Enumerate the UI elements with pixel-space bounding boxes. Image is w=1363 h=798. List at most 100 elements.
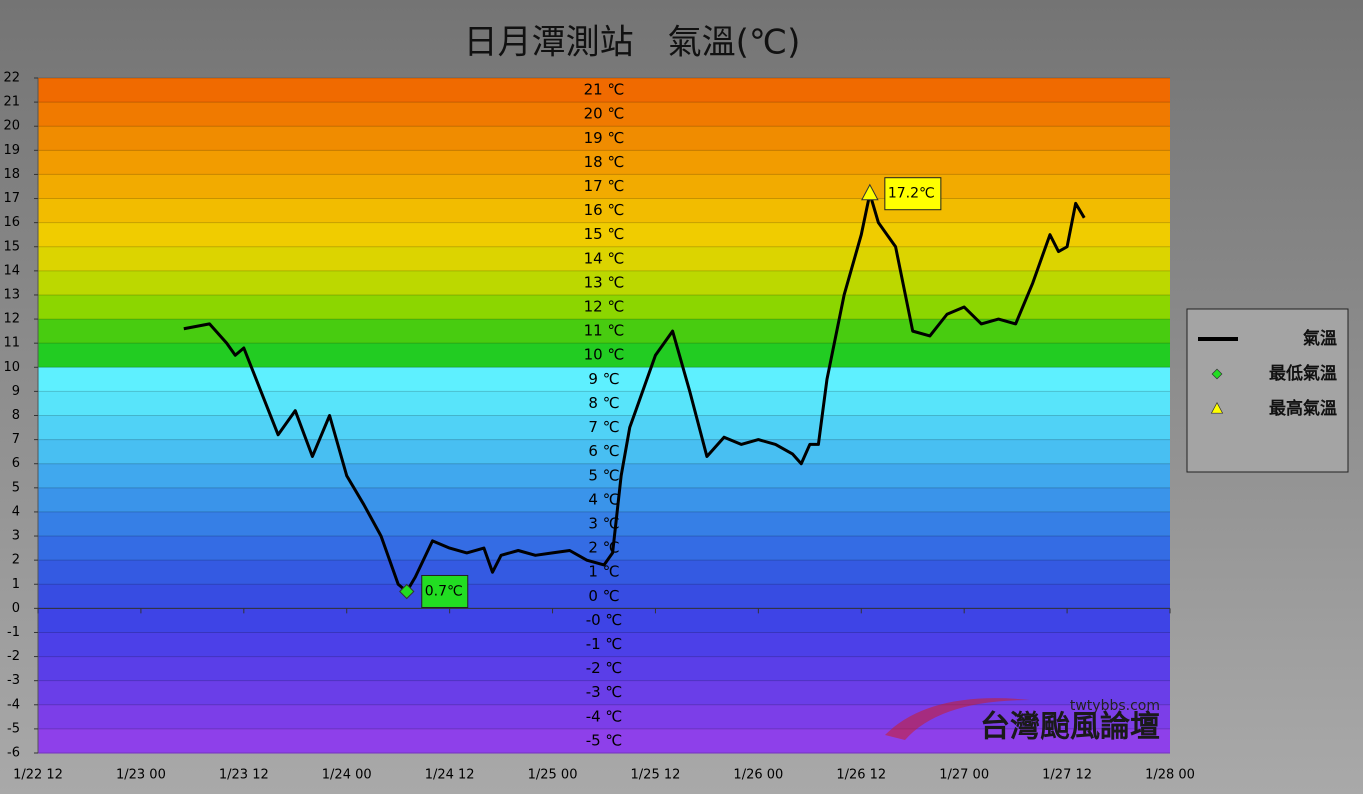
value-label: 17.2℃ bbox=[888, 186, 935, 202]
x-tick-label: 1/23 12 bbox=[219, 768, 269, 783]
chart-title: 日月潭測站 氣溫(℃) bbox=[464, 23, 801, 63]
temperature-band bbox=[38, 584, 1170, 609]
max-marker bbox=[861, 183, 879, 201]
band-label: 15 ℃ bbox=[584, 225, 625, 243]
x-tick-label: 1/22 12 bbox=[13, 768, 63, 783]
y-tick-label: 4 bbox=[12, 504, 20, 519]
temperature-band bbox=[38, 415, 1170, 441]
temperature-band bbox=[38, 270, 1170, 296]
watermark-site: twtybbs.com bbox=[1070, 698, 1160, 714]
temperature-band bbox=[38, 343, 1170, 368]
y-tick-label: 7 bbox=[12, 432, 20, 447]
watermark-name: 台灣颱風論壇 bbox=[980, 710, 1160, 745]
value-label-box bbox=[421, 574, 469, 608]
temperature-band bbox=[38, 656, 1170, 682]
temperature-band bbox=[38, 367, 1170, 392]
legend-label: 氣溫 bbox=[1303, 328, 1337, 349]
band-label: -0 ℃ bbox=[586, 611, 623, 629]
band-label: 17 ℃ bbox=[584, 177, 625, 195]
y-tick-label: 5 bbox=[12, 480, 20, 495]
band-label: 14 ℃ bbox=[584, 249, 625, 267]
temperature-band bbox=[38, 704, 1170, 730]
y-tick-label: 22 bbox=[3, 71, 20, 86]
band-label: -4 ℃ bbox=[586, 707, 623, 725]
temperature-band bbox=[38, 536, 1170, 561]
y-tick-label: 16 bbox=[3, 215, 20, 230]
band-label: 13 ℃ bbox=[584, 273, 625, 291]
y-tick-label: 15 bbox=[3, 239, 20, 254]
x-tick-label: 1/24 00 bbox=[322, 768, 372, 783]
band-label: 5 ℃ bbox=[588, 466, 619, 484]
temperature-band bbox=[38, 294, 1170, 320]
x-tick-label: 1/26 12 bbox=[836, 768, 886, 783]
y-tick-label: 13 bbox=[3, 287, 20, 302]
y-tick-label: 20 bbox=[3, 119, 20, 134]
band-label: -5 ℃ bbox=[586, 731, 623, 749]
y-tick-label: -4 bbox=[7, 697, 20, 712]
y-tick-label: 19 bbox=[3, 143, 20, 158]
band-label: 12 ℃ bbox=[584, 298, 625, 316]
band-label: 3 ℃ bbox=[588, 514, 619, 532]
legend-marker bbox=[1211, 368, 1223, 380]
temperature-band bbox=[38, 608, 1170, 633]
y-tick-label: -2 bbox=[7, 649, 20, 664]
x-tick-label: 1/26 00 bbox=[733, 768, 783, 783]
temperature-band bbox=[38, 632, 1170, 658]
temperature-band bbox=[38, 222, 1170, 248]
y-tick-label: 9 bbox=[12, 384, 20, 399]
x-tick-label: 1/27 12 bbox=[1042, 768, 1092, 783]
band-label: 0 ℃ bbox=[588, 587, 619, 605]
x-tick-label: 1/23 00 bbox=[116, 768, 166, 783]
value-label-box bbox=[884, 177, 942, 211]
y-tick-label: 18 bbox=[3, 167, 20, 182]
legend-label: 最低氣溫 bbox=[1269, 363, 1337, 384]
y-tick-label: -5 bbox=[7, 721, 20, 736]
temperature-band bbox=[38, 150, 1170, 175]
temperature-band bbox=[38, 174, 1170, 200]
band-label: 1 ℃ bbox=[588, 563, 619, 581]
temperature-line bbox=[183, 192, 1086, 593]
y-tick-label: 0 bbox=[12, 601, 20, 616]
temperature-band bbox=[38, 511, 1170, 537]
temperature-band bbox=[38, 439, 1170, 465]
temperature-band bbox=[38, 198, 1170, 224]
x-tick-label: 1/25 00 bbox=[528, 768, 578, 783]
x-tick-label: 1/28 00 bbox=[1145, 768, 1195, 783]
temperature-band bbox=[38, 78, 1170, 103]
legend-box bbox=[1186, 308, 1349, 473]
band-label: -2 ℃ bbox=[586, 659, 623, 677]
temperature-band bbox=[38, 246, 1170, 272]
band-label: 6 ℃ bbox=[588, 442, 619, 460]
y-tick-label: 2 bbox=[12, 553, 20, 568]
y-tick-label: 14 bbox=[3, 263, 20, 278]
band-label: 7 ℃ bbox=[588, 418, 619, 436]
min-marker bbox=[399, 583, 415, 600]
legend-marker bbox=[1210, 401, 1224, 414]
y-tick-label: 21 bbox=[3, 95, 20, 110]
temperature-band bbox=[38, 126, 1170, 151]
y-tick-label: 3 bbox=[12, 529, 20, 544]
band-label: 21 ℃ bbox=[584, 81, 625, 99]
value-label: 0.7℃ bbox=[425, 583, 463, 599]
y-tick-label: 10 bbox=[3, 360, 20, 375]
y-tick-label: 11 bbox=[3, 336, 20, 351]
temperature-band bbox=[38, 487, 1170, 513]
y-tick-label: 8 bbox=[12, 408, 20, 423]
band-label: 20 ℃ bbox=[584, 105, 625, 123]
y-tick-label: 1 bbox=[12, 577, 20, 592]
x-tick-label: 1/24 12 bbox=[425, 768, 475, 783]
y-tick-label: 17 bbox=[3, 191, 20, 206]
x-tick-label: 1/27 00 bbox=[939, 768, 989, 783]
temperature-band bbox=[38, 728, 1170, 754]
temperature-band bbox=[38, 463, 1170, 489]
band-label: -3 ℃ bbox=[586, 683, 623, 701]
temperature-band bbox=[38, 102, 1170, 127]
band-label: 4 ℃ bbox=[588, 490, 619, 508]
band-label: 10 ℃ bbox=[584, 346, 625, 364]
watermark-swoosh bbox=[885, 698, 1030, 740]
legend-label: 最高氣溫 bbox=[1269, 398, 1337, 419]
x-tick-label: 1/25 12 bbox=[631, 768, 681, 783]
band-label: 11 ℃ bbox=[584, 322, 625, 340]
temperature-band bbox=[38, 391, 1170, 416]
